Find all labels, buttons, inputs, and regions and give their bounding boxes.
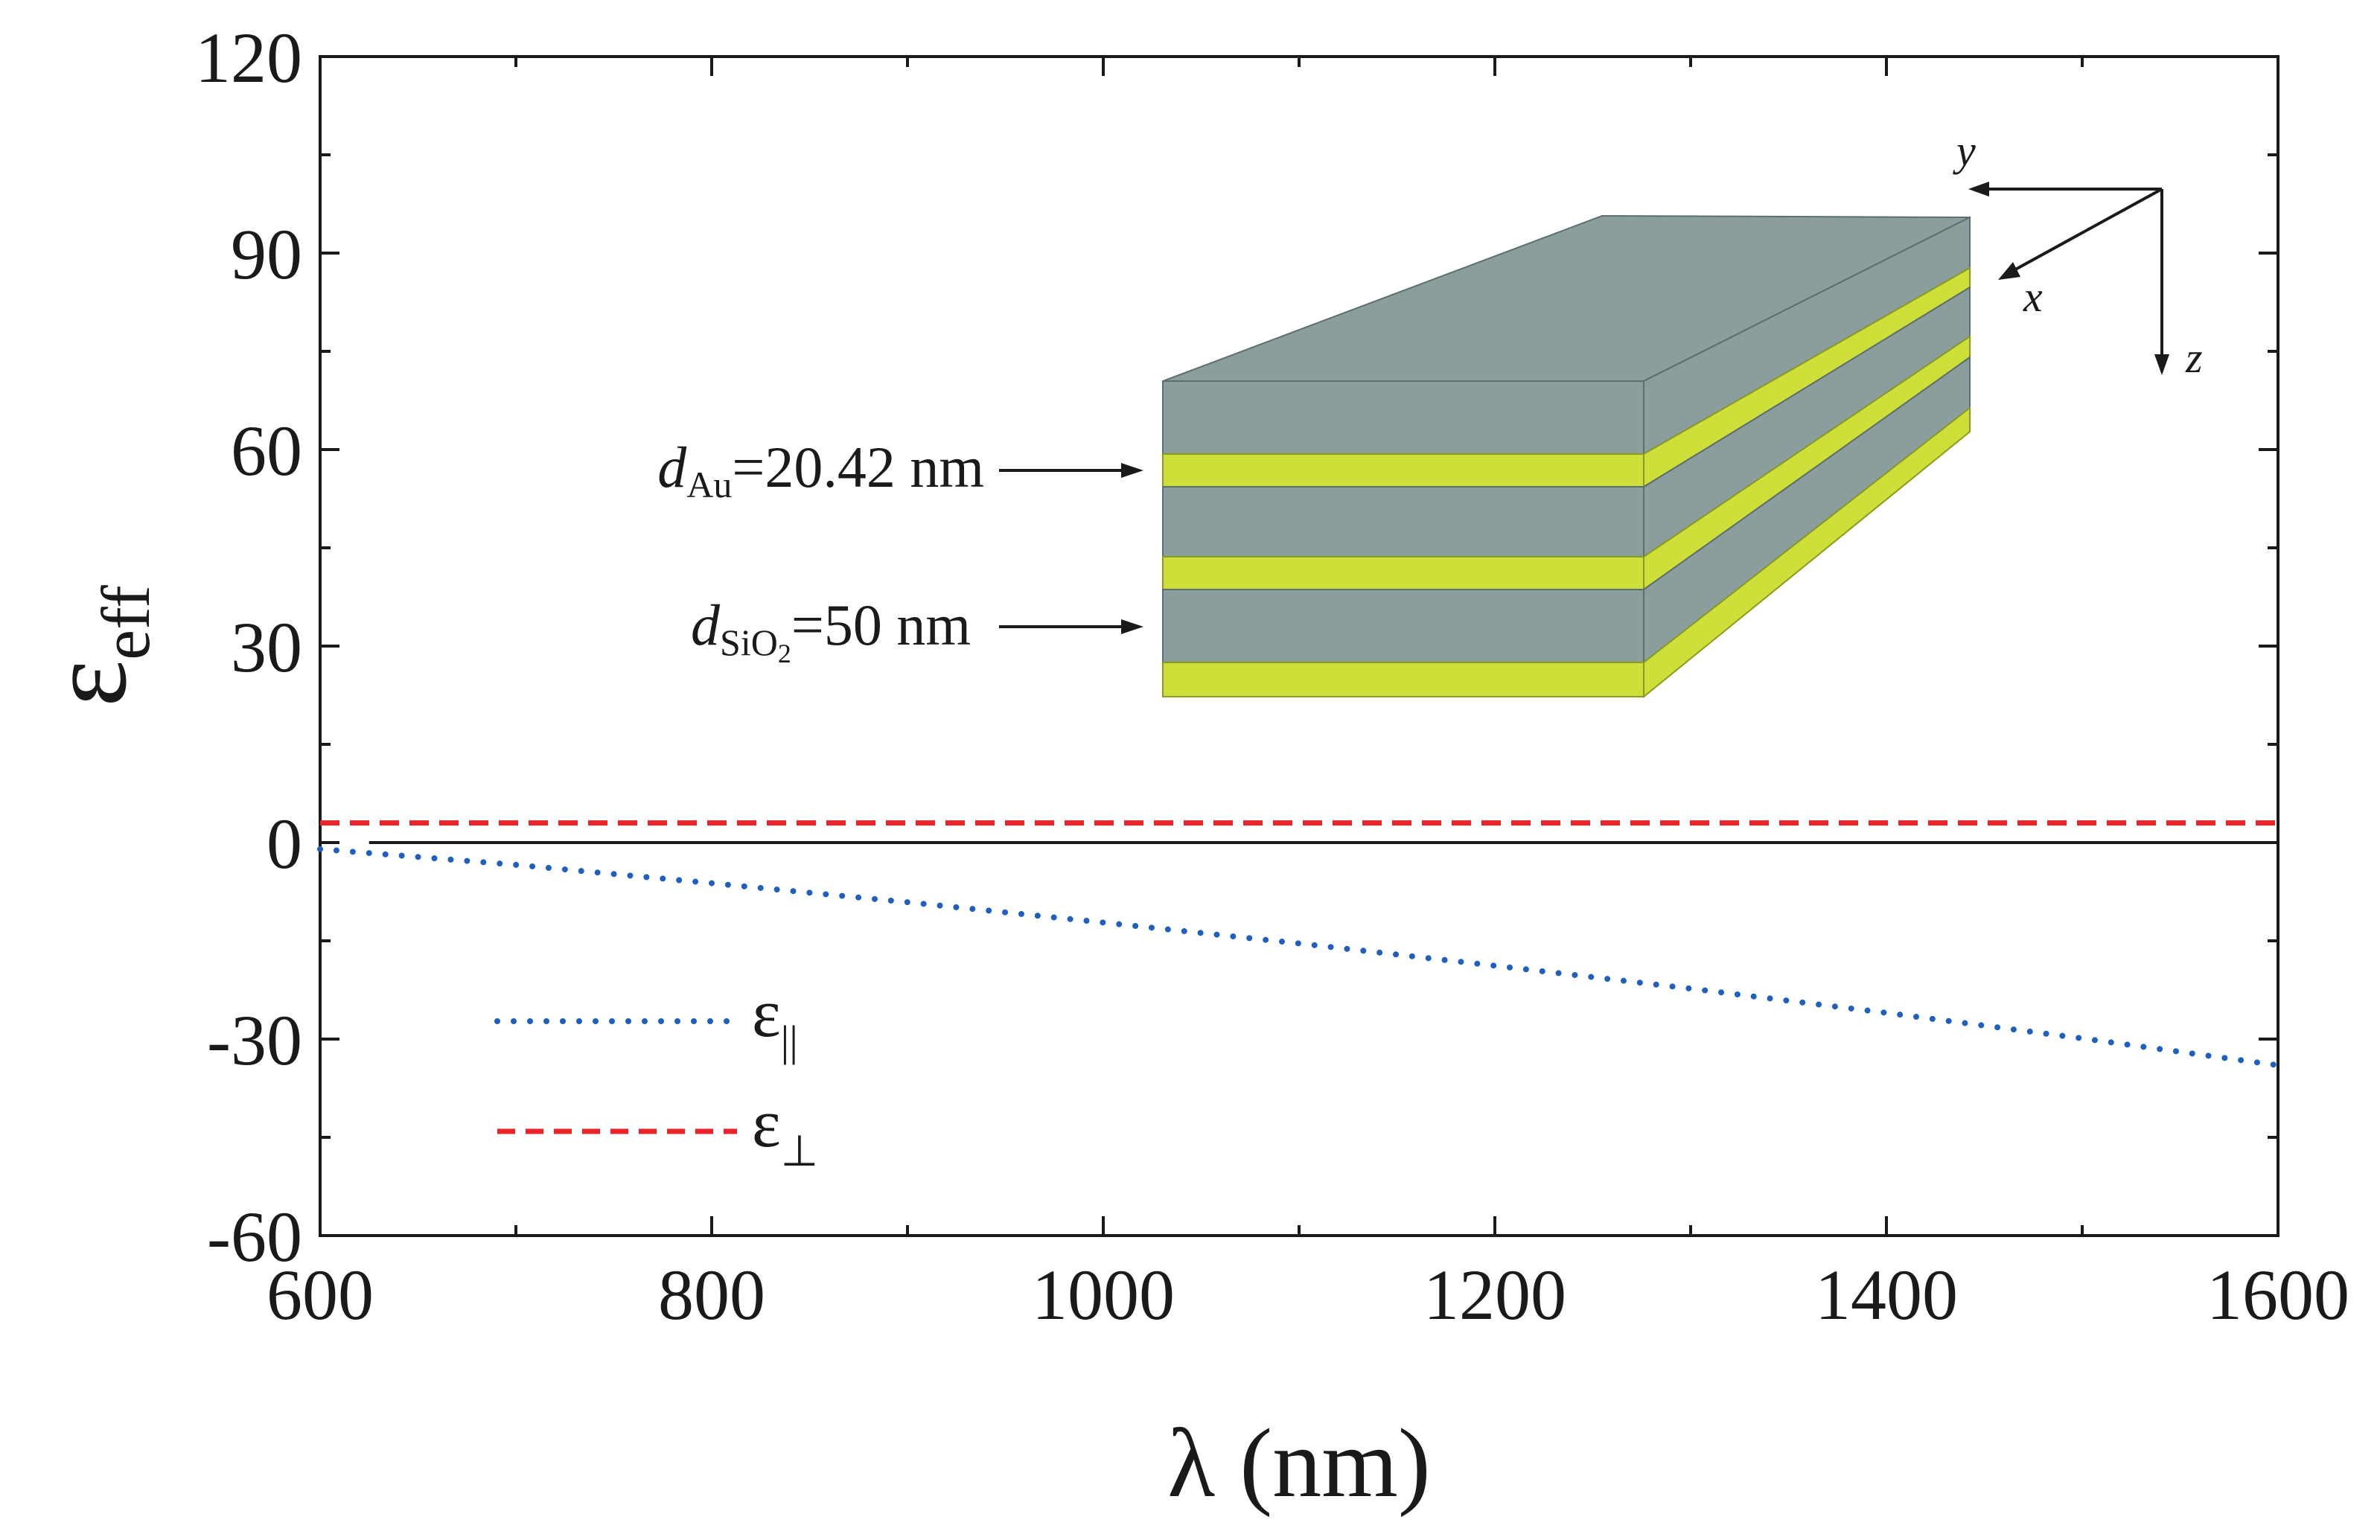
inset-multilayer: dAu=20.42 nm dSiO2=50 nm y x z [657,127,2203,699]
y-tick-label: 60 [231,411,302,491]
x-tick-label: 800 [658,1255,765,1335]
arrow-au-head [1121,463,1143,478]
label-d-sio2: dSiO2=50 nm [691,592,971,668]
tick-labels: 600 800 1000 1200 1400 1600 -60 -30 0 30 60 90 120 [195,18,2349,1335]
axis-x-head [1998,262,2020,280]
y-tick-label: 90 [231,214,302,294]
axis-ticks [319,55,2279,1237]
x-axis-title: λ (nm) [1167,1408,1431,1518]
x-tick-label: 1600 [2207,1255,2349,1335]
legend: ε|| ε⊥ [494,975,818,1175]
axis-y-label: y [1953,127,1976,175]
front-sio2-layer-2 [1162,486,1644,557]
y-tick-label: -30 [207,1000,302,1080]
y-tick-label: 0 [267,804,302,884]
right-au-layer-3 [1643,406,1971,699]
axis-x-line [2009,188,2163,274]
x-tick-label: 1400 [1815,1255,1958,1335]
axis-y-head [1968,182,1989,197]
coordinate-axes: y x z [1953,127,2203,382]
front-au-layer-2 [1162,556,1644,590]
series-line-0 [317,846,2281,1069]
y-axis-title-main: ε [26,660,150,707]
front-au-layer-3 [1162,662,1644,697]
svg-text:εeff: εeff [26,585,164,707]
legend-label-perp: ε⊥ [752,1085,818,1175]
x-tick-label: 600 [267,1255,374,1335]
axis-x-label: x [2023,272,2043,321]
legend-label-parallel: ε|| [752,975,798,1065]
series-layer [317,820,2281,1069]
axis-z-head [2154,354,2169,375]
axis-z-label: z [2185,333,2203,382]
y-tick-label: 30 [231,607,302,687]
label-d-au: dAu=20.42 nm [657,435,984,505]
x-tick-label: 1200 [1423,1255,1566,1335]
x-tick-label: 1000 [1032,1255,1175,1335]
y-tick-label: 120 [195,18,302,98]
y-axis-title-sub: eff [88,585,164,660]
arrow-sio2-head [1121,619,1143,634]
front-sio2-layer-1 [1162,380,1644,455]
front-au-layer-1 [1162,453,1644,488]
front-sio2-layer-3 [1162,589,1644,663]
y-axis-title: εeff [26,585,164,707]
y-tick-label: -60 [207,1197,302,1277]
